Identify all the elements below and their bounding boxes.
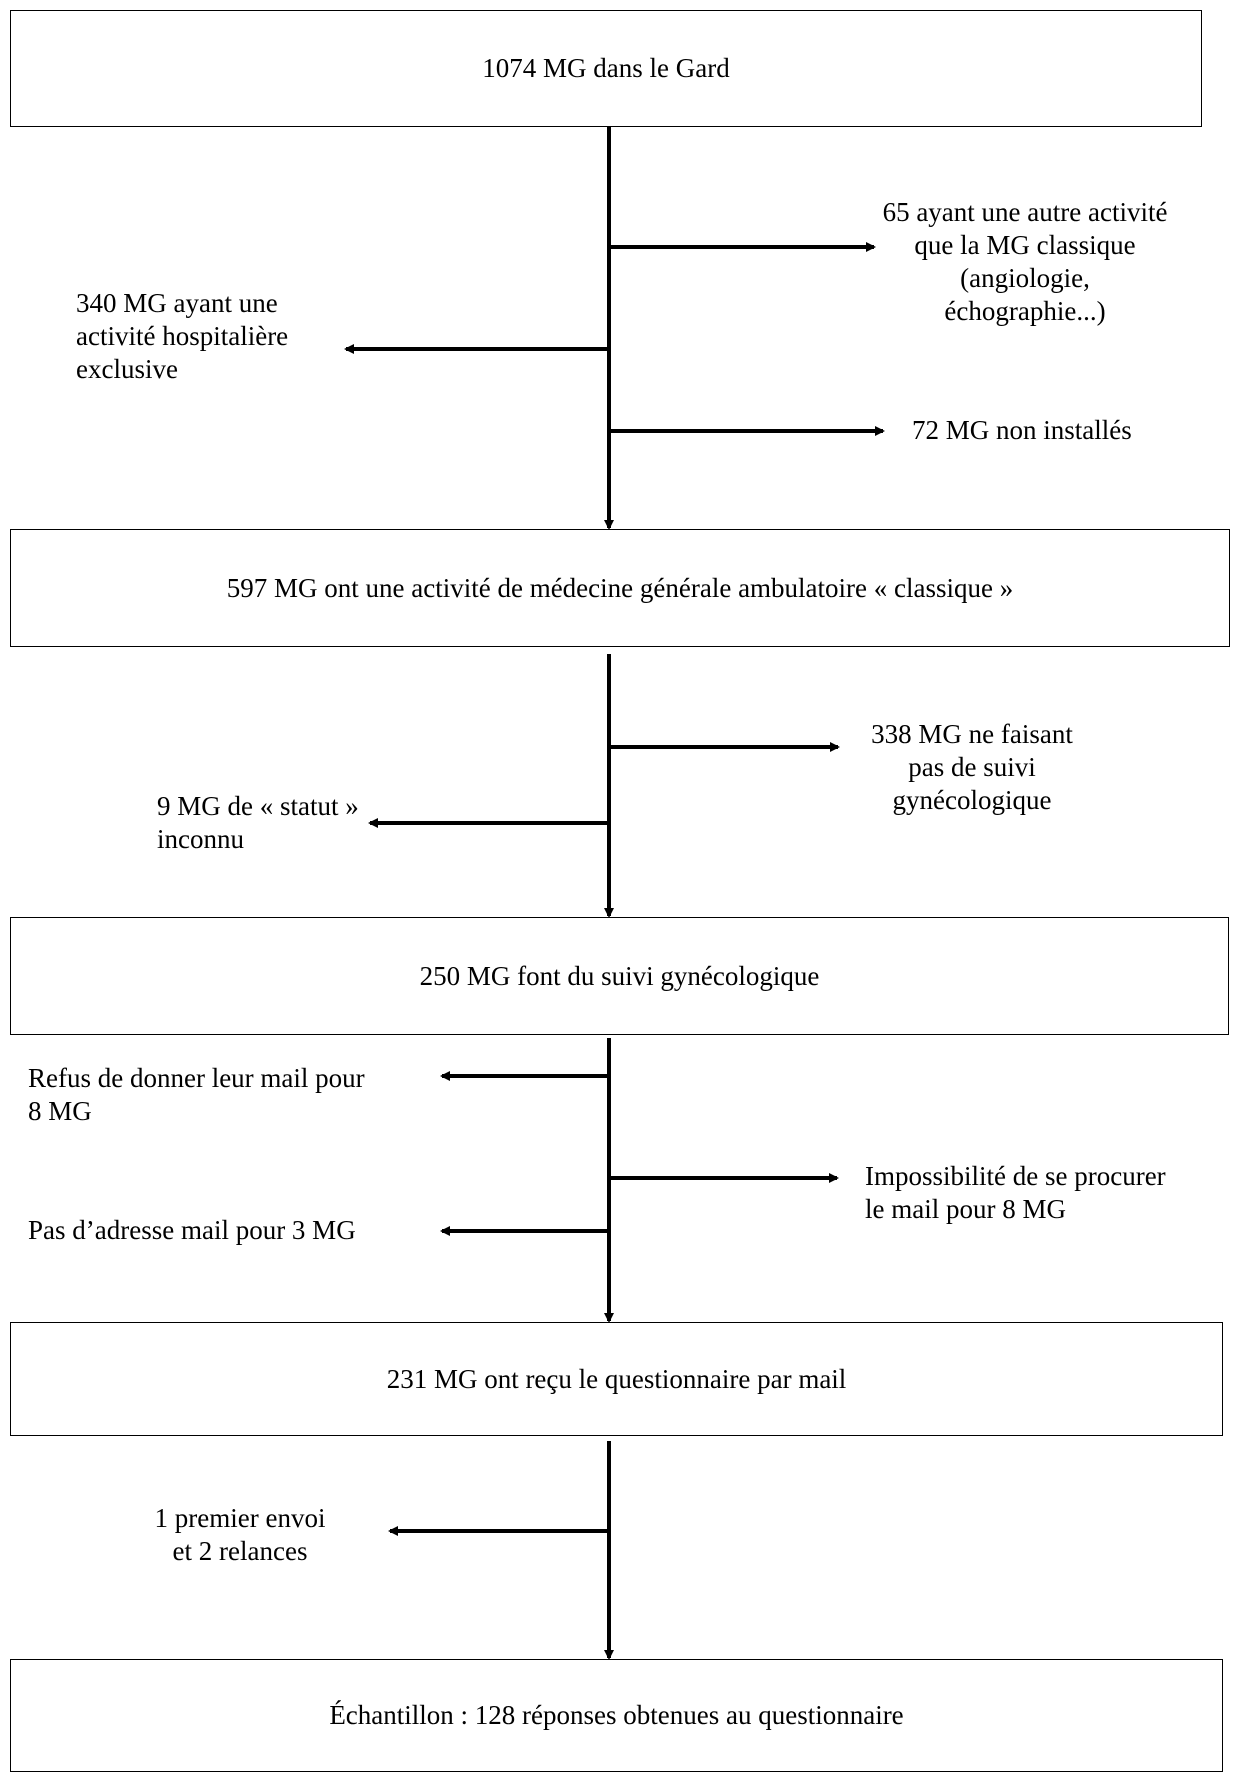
label-338-no-gyn: 338 MG ne faisant pas de suivi gynécolog… — [871, 719, 1073, 815]
label-72-not-installed: 72 MG non installés — [912, 415, 1132, 445]
label-sends-reminders: 1 premier envoi et 2 relances — [154, 1503, 326, 1566]
label-65-other-activity: 65 ayant une autre activité que la MG cl… — [882, 197, 1168, 326]
box-250-mg: 250 MG font du suivi gynécologique — [10, 917, 1229, 1035]
box-597-mg: 597 MG ont une activité de médecine géné… — [10, 529, 1230, 647]
label-no-mail-address: Pas d’adresse mail pour 3 MG — [28, 1215, 356, 1245]
box-231-mg: 231 MG ont reçu le questionnaire par mai… — [10, 1322, 1223, 1436]
label-9-unknown-status: 9 MG de « statut » inconnu — [157, 791, 359, 854]
label-refused-mail: Refus de donner leur mail pour 8 MG — [28, 1063, 365, 1126]
box-1074-mg: 1074 MG dans le Gard — [10, 10, 1202, 127]
label-impossible-mail: Impossibilité de se procurer le mail pou… — [865, 1161, 1166, 1224]
label-340-hospital: 340 MG ayant une activité hospitalière e… — [76, 288, 289, 384]
box-sample-128: Échantillon : 128 réponses obtenues au q… — [10, 1659, 1223, 1772]
